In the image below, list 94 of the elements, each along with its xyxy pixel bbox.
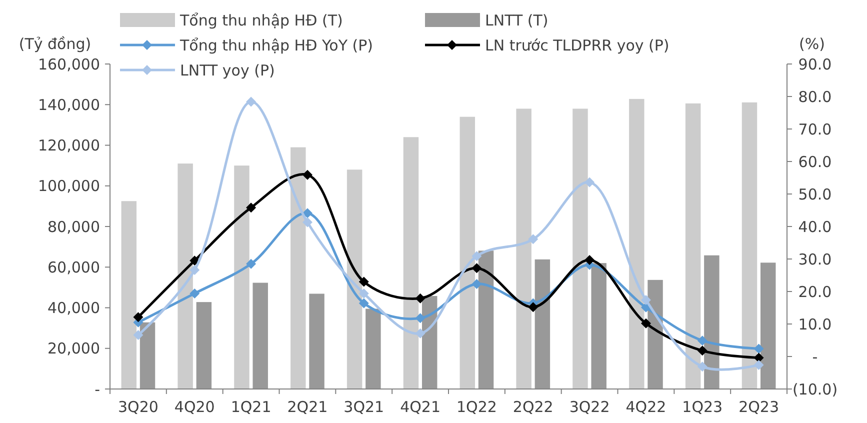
bar [460, 116, 476, 389]
point [754, 360, 764, 370]
bar [629, 98, 644, 389]
point [640, 294, 651, 305]
x-tick-label: 3Q22 [569, 398, 610, 416]
bar [742, 102, 758, 389]
point [190, 288, 200, 298]
point [584, 254, 595, 265]
bar [403, 137, 419, 389]
bar [234, 166, 250, 389]
point [697, 362, 708, 372]
x-tick-label: 1Q22 [456, 398, 497, 416]
legend-label: LN trước TLDPRR yoy (P) [485, 36, 670, 54]
bar [366, 308, 381, 389]
point [754, 352, 764, 363]
point [302, 208, 312, 218]
point [472, 251, 482, 262]
point [358, 288, 369, 298]
y2-tick-label: 50.0 [798, 185, 832, 204]
x-tick-label: 1Q21 [230, 398, 272, 416]
y-tick-label: 120,000 [38, 136, 100, 154]
bar [685, 103, 701, 389]
x-tick-label: 4Q22 [626, 398, 666, 416]
point [528, 302, 538, 312]
legend-label: LNTT (T) [485, 11, 548, 30]
bar [346, 170, 362, 389]
point [472, 279, 482, 290]
bar [478, 250, 494, 389]
point [302, 170, 312, 180]
y2-tick-label: 90.0 [798, 55, 832, 74]
point [415, 328, 426, 338]
y2-axis-title: (%) [799, 35, 825, 53]
x-tick-label: 3Q21 [344, 398, 384, 416]
point [246, 202, 256, 213]
y-tick-label: 80,000 [48, 218, 100, 236]
x-tick-label: 2Q21 [287, 398, 328, 416]
point [358, 276, 369, 287]
point [584, 177, 595, 188]
y2-tick-label: 60.0 [798, 152, 832, 171]
bar [516, 108, 532, 389]
bar [290, 147, 306, 389]
bar [196, 302, 212, 389]
bar [309, 294, 324, 389]
point [302, 217, 312, 228]
y2-tick-label: 20.0 [798, 282, 832, 301]
bar [704, 255, 720, 389]
x-tick-label: 2Q23 [738, 398, 780, 416]
bar [121, 201, 137, 389]
x-tick-label: 3Q20 [118, 398, 158, 416]
y2-tick-label: 70.0 [798, 120, 832, 138]
bar [140, 322, 156, 389]
point [190, 265, 200, 276]
bar [534, 259, 550, 389]
x-tick-label: 4Q21 [400, 398, 441, 416]
y2-tick-label: 10.0 [798, 315, 832, 334]
x-tick-label: 2Q22 [512, 398, 554, 416]
point [415, 293, 426, 304]
bar [178, 164, 193, 389]
legend-label: Tổng thu nhập HĐ (T) [179, 11, 343, 30]
point [697, 336, 708, 346]
legend-label: LNTT yoy (P) [180, 61, 275, 80]
point [697, 346, 708, 356]
point [246, 96, 256, 107]
y-tick-label: 100,000 [38, 177, 100, 196]
point [754, 344, 764, 354]
point [472, 263, 482, 274]
y2-tick-label: 40.0 [798, 218, 832, 236]
point [358, 298, 369, 308]
bar [591, 263, 606, 389]
y-axis-title: (Tỷ đồng) [18, 35, 92, 53]
legend-label: Tổng thu nhập HĐ YoY (P) [179, 36, 373, 54]
y2-tick-label: - [812, 348, 818, 366]
point [190, 256, 200, 266]
bar [572, 108, 588, 389]
y2-tick-label: 80.0 [798, 88, 832, 106]
y-tick-label: 40,000 [48, 299, 100, 317]
point [640, 318, 651, 328]
x-tick-label: 1Q23 [682, 398, 723, 416]
x-tick-label: 4Q20 [174, 398, 215, 416]
point [133, 330, 144, 340]
y-tick-label: 160,000 [38, 55, 100, 74]
y2-tick-label: 30.0 [798, 250, 832, 268]
point [133, 312, 144, 322]
point [415, 313, 426, 324]
bar [252, 282, 268, 389]
bar [760, 262, 776, 389]
point [528, 234, 538, 244]
y-tick-label: 140,000 [38, 96, 100, 114]
y-tick-label: 60,000 [48, 258, 100, 276]
bar [648, 280, 663, 389]
y2-tick-label: (10.0) [792, 380, 838, 398]
y-tick-label: - [94, 380, 100, 398]
point [246, 258, 256, 269]
y-tick-label: 20,000 [48, 340, 100, 358]
